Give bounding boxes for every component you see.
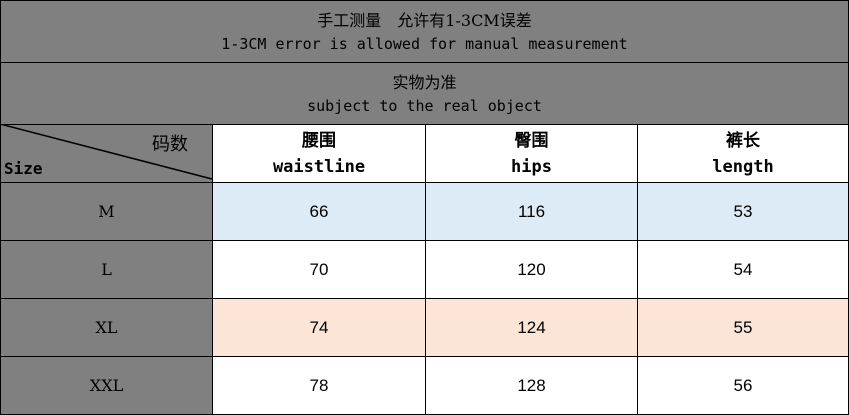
header-cn: 腰围	[302, 130, 336, 151]
header-hips: 臀围 hips	[425, 124, 638, 183]
value-cell: 66	[212, 182, 426, 241]
value-cell: 56	[637, 356, 849, 415]
note-cn: 手工测量 允许有1-3CM误差	[317, 10, 532, 30]
value-cell: 53	[637, 182, 849, 241]
size-code-label: 码数	[152, 134, 188, 155]
note2-cn: 实物为准	[392, 72, 457, 92]
value-cell: 55	[637, 298, 849, 357]
value-cell: 74	[212, 298, 426, 357]
value-cell: 54	[637, 240, 849, 299]
diagonal-divider	[0, 124, 213, 180]
size-cell: XXL	[0, 356, 213, 415]
corner-header: 码数 Size	[0, 124, 213, 183]
value-cell: 70	[212, 240, 426, 299]
header-en: length	[712, 156, 774, 177]
header-waistline: 腰围 waistline	[212, 124, 426, 183]
value-cell: 78	[212, 356, 426, 415]
size-cell: XL	[0, 298, 213, 357]
header-cn: 臀围	[514, 130, 549, 151]
value-cell: 124	[425, 298, 638, 357]
note-en: 1-3CM error is allowed for manual measur…	[221, 34, 628, 53]
measurement-note: 手工测量 允许有1-3CM误差 1-3CM error is allowed f…	[0, 0, 849, 63]
header-cn: 裤长	[726, 130, 760, 151]
size-cell: M	[0, 182, 213, 241]
value-cell: 120	[425, 240, 638, 299]
size-cell: L	[0, 240, 213, 299]
header-en: hips	[511, 156, 552, 177]
value-cell: 128	[425, 356, 638, 415]
header-en: waistline	[272, 156, 366, 177]
value-cell: 116	[425, 182, 638, 241]
header-length: 裤长 length	[637, 124, 849, 183]
real-object-note: 实物为准 subject to the real object	[0, 62, 849, 125]
size-label: Size	[4, 159, 43, 178]
note2-en: subject to the real object	[307, 96, 542, 115]
